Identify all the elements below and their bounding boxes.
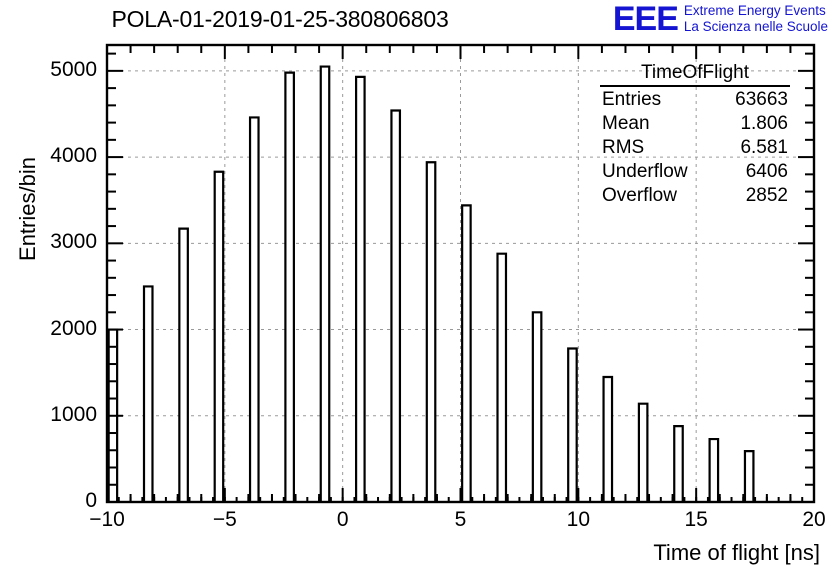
- y-tick-label: 0: [85, 489, 97, 512]
- x-axis-title: Time of flight [ns]: [653, 540, 820, 565]
- x-tick-label: 20: [802, 508, 826, 531]
- histogram-bar: [602, 375, 614, 502]
- x-tick-label: 5: [454, 508, 467, 531]
- histogram-bar: [673, 425, 684, 502]
- histogram-bar: [248, 116, 260, 502]
- stats-key: RMS: [602, 137, 645, 158]
- x-tick-label: −10: [89, 508, 125, 531]
- stats-value: 6406: [745, 161, 788, 182]
- grid-lines: [107, 45, 814, 502]
- histogram-bar: [496, 252, 508, 502]
- eee-logo-text: Extreme Energy Events La Scienza nelle S…: [684, 3, 828, 35]
- eee-logo-line2: La Scienza nelle Scuole: [683, 19, 828, 34]
- stats-rows: Entries 63663 Mean 1.806 RMS 6.581 Underflow 64…: [600, 88, 790, 208]
- histogram-bar: [531, 311, 543, 502]
- histogram-bar: [425, 161, 437, 502]
- stats-row: Entries 63663: [600, 88, 790, 112]
- stats-row: Underflow 6406: [600, 160, 790, 184]
- histogram-bar: [743, 450, 755, 502]
- stats-key: Overflow: [602, 185, 677, 206]
- histogram-bar: [178, 227, 189, 502]
- stats-key: Entries: [602, 89, 662, 110]
- stats-title: TimeOfFlight: [600, 62, 790, 87]
- histogram-bar: [319, 65, 331, 502]
- stats-key: Underflow: [602, 161, 688, 182]
- histogram-bar: [355, 75, 366, 502]
- y-tick-label: 1000: [50, 402, 97, 426]
- axis-ticks: [106, 45, 815, 503]
- stats-row: RMS 6.581: [600, 136, 790, 160]
- histogram-bar: [142, 285, 154, 502]
- histogram-bar: [213, 170, 225, 502]
- stats-key: Mean: [602, 113, 650, 134]
- histogram-bar: [567, 347, 578, 502]
- histogram-bar: [708, 437, 720, 502]
- eee-logo: EEE Extreme Energy Events La Scienza nel…: [613, 2, 828, 36]
- stats-row: Mean 1.806: [600, 112, 790, 136]
- plot-title: POLA-01-2019-01-25-380806803: [111, 6, 449, 32]
- stats-value: 1.806: [740, 113, 788, 134]
- histogram-bars: [107, 65, 755, 502]
- x-tick-label: −5: [212, 508, 237, 531]
- histogram-bar: [461, 204, 472, 502]
- x-tick-label: 15: [684, 508, 708, 531]
- stats-row: Overflow 2852: [600, 184, 790, 208]
- x-tick-label: 10: [566, 508, 590, 531]
- histogram-bar: [284, 71, 295, 502]
- y-tick-label: 2000: [50, 316, 97, 340]
- histogram-bar: [637, 402, 649, 502]
- y-tick-label: 4000: [50, 144, 97, 168]
- y-axis-title: Entries/bin: [15, 157, 40, 261]
- histogram-bar: [390, 109, 402, 502]
- y-tick-label: 5000: [50, 57, 97, 81]
- y-tick-label: 3000: [50, 230, 97, 254]
- stats-value: 63663: [735, 89, 788, 110]
- x-tick-label: 0: [336, 508, 349, 531]
- stats-value: 2852: [745, 185, 788, 206]
- eee-logo-mark: EEE: [612, 0, 679, 38]
- stats-box: TimeOfFlight Entries 63663 Mean 1.806 RMS 6.5…: [600, 62, 790, 208]
- stats-value: 6.581: [740, 137, 788, 158]
- eee-logo-line1: Extreme Energy Events: [683, 3, 826, 18]
